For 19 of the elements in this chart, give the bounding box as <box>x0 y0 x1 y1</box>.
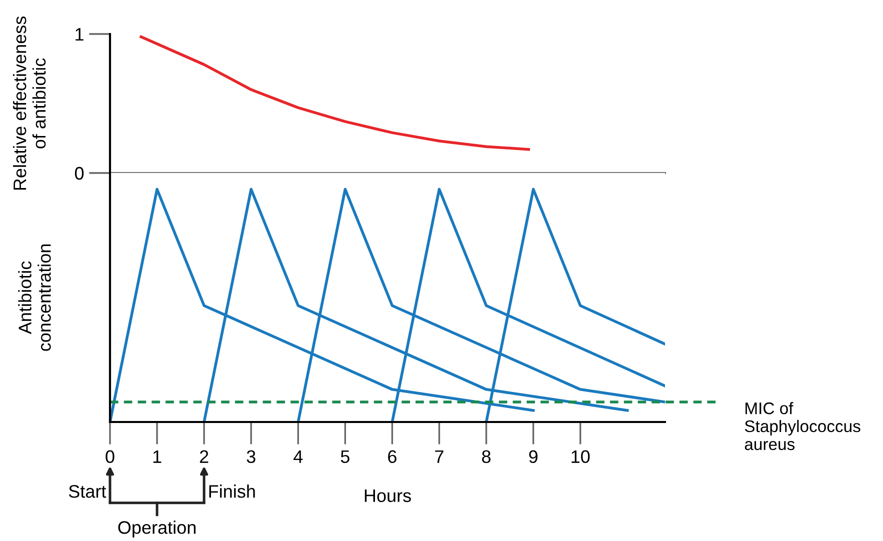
x-tick-label: 1 <box>153 450 162 463</box>
x-axis-title: Hours <box>364 489 411 502</box>
ref-line-label: MIC of Staphylococcus aureus <box>744 402 860 450</box>
x-tick-label: 5 <box>340 450 350 464</box>
x-tick-label: 7 <box>435 450 444 463</box>
x-tick-label: 2 <box>200 450 208 463</box>
y-axis-title: Antibiotic concentration <box>18 244 51 351</box>
x-tick-label: 4 <box>294 450 303 463</box>
y-axis-title: Relative effectiveness of antibiotic <box>12 16 46 190</box>
x-tick-label: 9 <box>529 450 538 464</box>
text: Start <box>68 485 106 498</box>
x-tick-label: 8 <box>482 450 491 464</box>
line-series <box>140 35 530 151</box>
x-tick-label: 3 <box>246 450 256 464</box>
x-tick-label: 10 <box>572 450 590 464</box>
x-tick-label: 6 <box>388 450 396 464</box>
x-tick-label: 0 <box>106 450 114 464</box>
text: Finish <box>209 484 255 498</box>
text: Operation <box>118 520 196 538</box>
